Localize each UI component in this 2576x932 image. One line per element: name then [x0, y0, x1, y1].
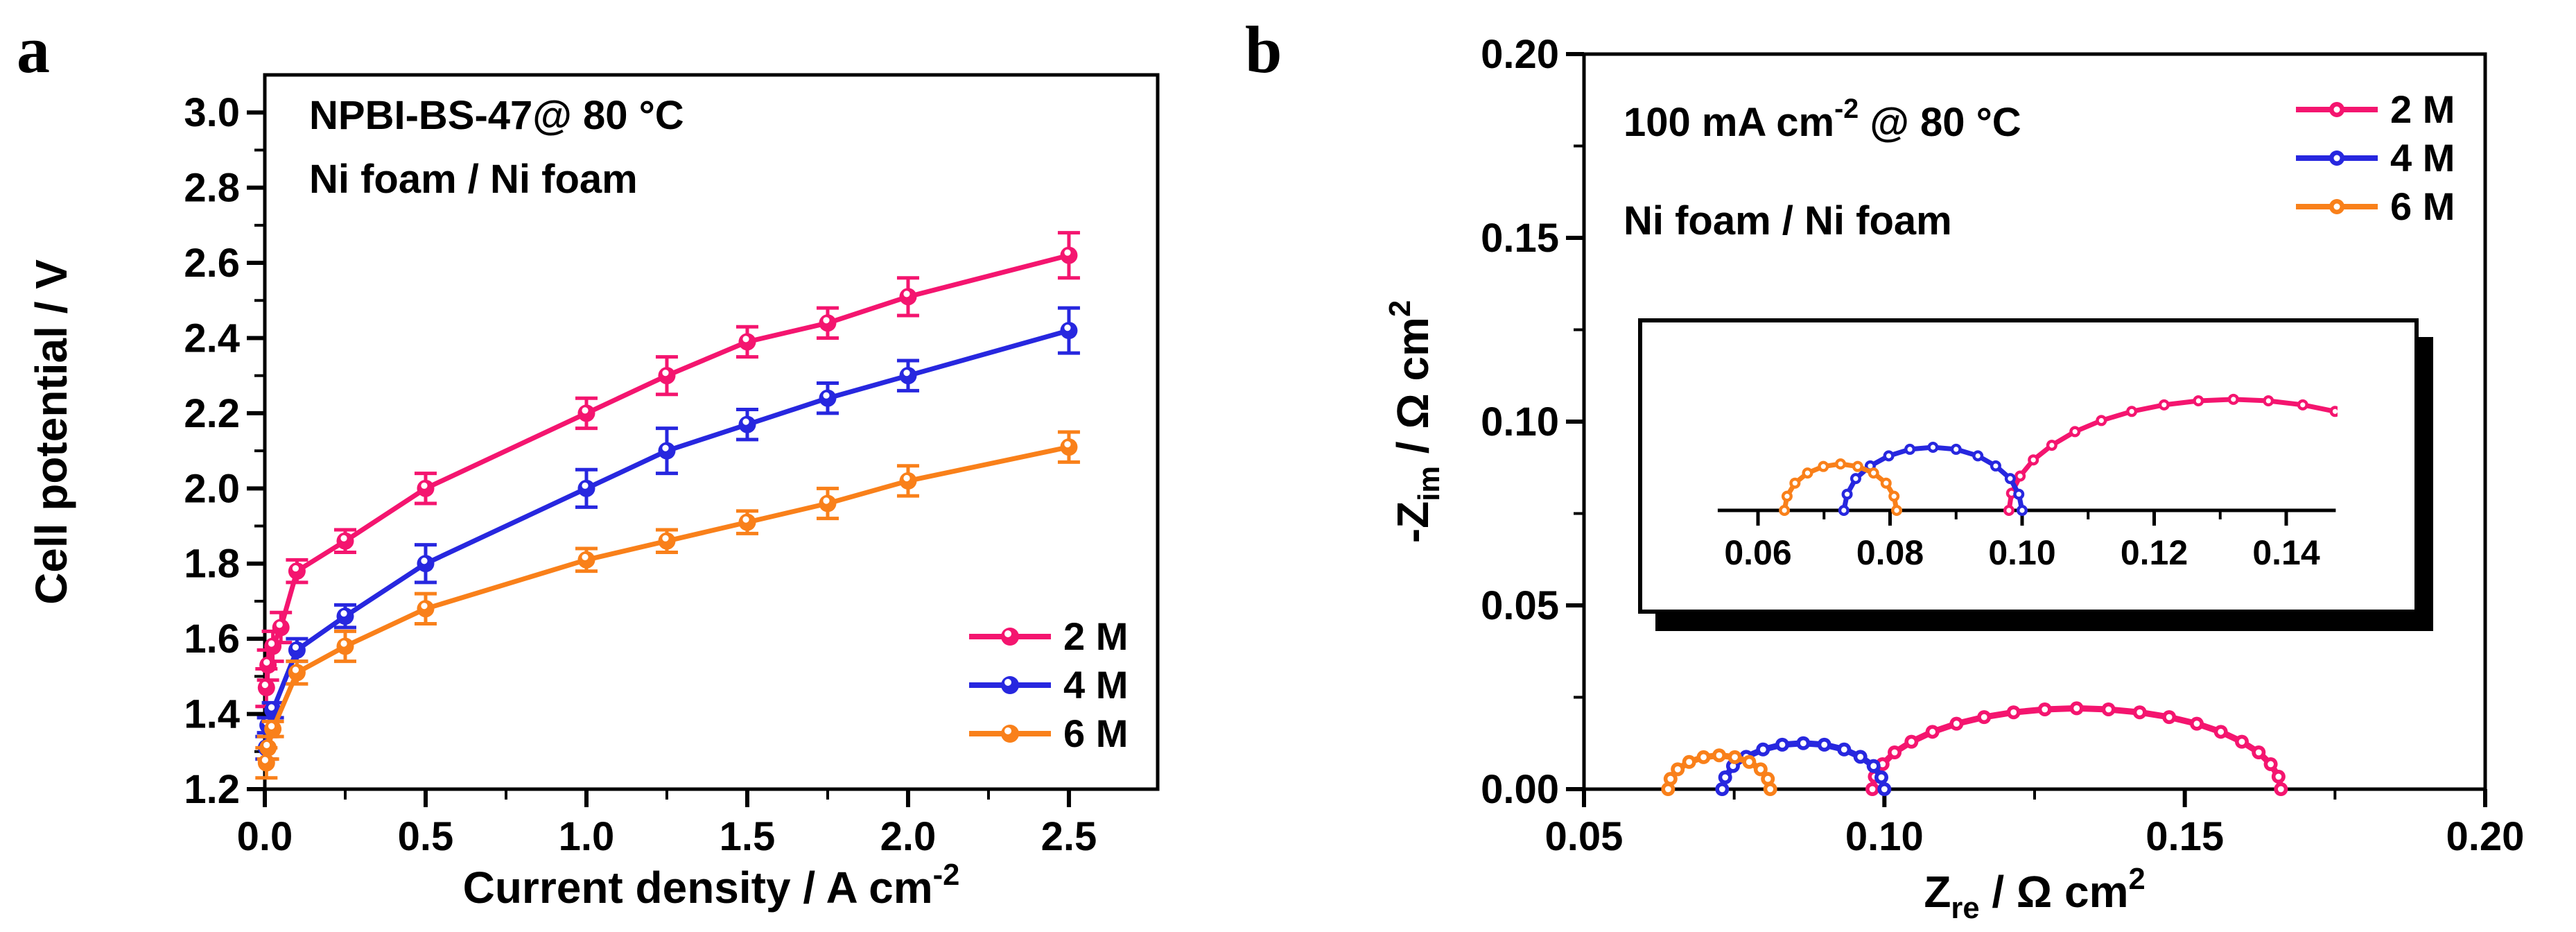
panel-b-y-axis-title: -Zim / Ω cm2 — [1384, 300, 1446, 543]
y-tick-label: 2.4 — [184, 316, 240, 361]
series-2m — [1865, 701, 2288, 796]
legend-b: 2 M 4 M 6 M — [2296, 87, 2455, 228]
y-tick-label: 1.2 — [184, 767, 240, 812]
y-tick-label: 2.2 — [184, 391, 240, 436]
series-4m — [1838, 442, 2028, 516]
panel-b-letter: b — [1245, 12, 1282, 87]
panel-a-letter: a — [17, 12, 50, 87]
series-6m — [255, 430, 1080, 780]
legend-a-label-4m: 4 M — [1063, 663, 1128, 707]
inset-x-tick-label: 0.08 — [1856, 533, 1924, 572]
panel-a-x-axis-title: Current density / A cm-2 — [463, 858, 960, 913]
y-tick-label: 0.05 — [1481, 583, 1559, 628]
x-tick-label: 0.0 — [237, 814, 293, 859]
panel-b-x-axis-title: Zre / Ω cm2 — [1924, 863, 2145, 925]
y-tick-label: 0.15 — [1481, 216, 1559, 261]
legend-a-item-4m: 4 M — [969, 663, 1128, 707]
legend-b-item-4m: 4 M — [2296, 136, 2455, 180]
x-tick-label: 0.15 — [2146, 814, 2224, 859]
inset-x-tick-label: 0.14 — [2252, 533, 2320, 572]
legend-a-item-6m: 6 M — [969, 711, 1128, 755]
panel-a-chart: 0.0 0.5 1.0 1.5 2.0 2.5 1.2 1.4 1.6 1.8 2.0 2.2 2.4 2… — [184, 73, 1160, 859]
x-tick-label: 1.0 — [559, 814, 615, 859]
y-tick-label: 0.10 — [1481, 399, 1559, 445]
axis-ticks: 0.0 0.5 1.0 1.5 2.0 2.5 1.2 1.4 1.6 1.8 2.0 2.2 2.4 2… — [184, 90, 1097, 859]
y-tick-label: 1.4 — [184, 692, 240, 737]
panel-b-condition-label: 100 mA cm-2 @ 80 °C — [1624, 94, 2021, 145]
legend-b-label-6m: 6 M — [2390, 184, 2455, 228]
y-tick-label: 3.0 — [184, 90, 240, 135]
panel-a-condition-label: NPBI-BS-47@ 80 °C — [309, 93, 684, 138]
legend-b-item-6m: 6 M — [2296, 184, 2455, 228]
legend-marker-dot — [2333, 203, 2340, 210]
legend-b-label-4m: 4 M — [2390, 136, 2455, 180]
legend-b-label-2m: 2 M — [2390, 87, 2455, 131]
panel-a-y-axis-title: Cell potential / V — [26, 259, 76, 605]
legend-marker-dot — [2333, 155, 2340, 162]
legend-a-label-2m: 2 M — [1063, 614, 1128, 658]
legend-a-item-2m: 2 M — [969, 614, 1128, 658]
y-tick-label: 1.8 — [184, 542, 240, 587]
legend-marker-dot — [2333, 106, 2340, 113]
series-6m — [1661, 748, 1777, 796]
y-tick-label: 2.8 — [184, 166, 240, 211]
x-tick-label: 1.5 — [720, 814, 776, 859]
legend-marker-dot — [1004, 679, 1011, 686]
series-4m — [1715, 736, 1892, 796]
x-tick-label: 0.05 — [1545, 814, 1624, 859]
series-2m — [2003, 393, 2338, 516]
plot-frame — [263, 73, 1160, 791]
y-tick-label: 2.6 — [184, 241, 240, 286]
y-tick-label: 2.0 — [184, 466, 240, 511]
legend-marker-dot — [1004, 727, 1011, 734]
y-tick-label: 0.00 — [1481, 767, 1559, 812]
panel-a-electrodes-label: Ni foam / Ni foam — [309, 157, 638, 202]
legend-marker-dot — [1004, 630, 1011, 637]
inset-x-tick-label: 0.06 — [1724, 533, 1791, 572]
legend-a-label-6m: 6 M — [1063, 711, 1128, 755]
inset-x-tick-label: 0.10 — [1988, 533, 2055, 572]
legend-a: 2 M 4 M 6 M — [969, 614, 1128, 755]
inset-plot: 0.06 0.08 0.10 0.12 0.14 — [1638, 318, 2433, 631]
y-tick-label: 0.20 — [1481, 32, 1559, 77]
x-tick-label: 0.10 — [1845, 814, 1924, 859]
series-6m — [1779, 458, 1903, 516]
legend-b-item-2m: 2 M — [2296, 87, 2455, 131]
x-tick-label: 2.0 — [880, 814, 937, 859]
y-tick-label: 1.6 — [184, 616, 240, 662]
inset-data — [1779, 393, 2338, 516]
series-2m — [255, 231, 1080, 709]
inset-x-tick-label: 0.12 — [2121, 533, 2188, 572]
panel-b-chart: 0.05 0.10 0.15 0.200.000.050.100.150.200.06… — [1481, 32, 2524, 859]
x-tick-label: 0.5 — [398, 814, 454, 859]
x-tick-label: 2.5 — [1041, 814, 1097, 859]
panel-b-electrodes-label: Ni foam / Ni foam — [1624, 198, 1952, 243]
axis-ticks: 0.05 0.10 0.15 0.200.000.050.100.150.20 — [1481, 32, 2524, 859]
x-tick-label: 0.20 — [2446, 814, 2525, 859]
